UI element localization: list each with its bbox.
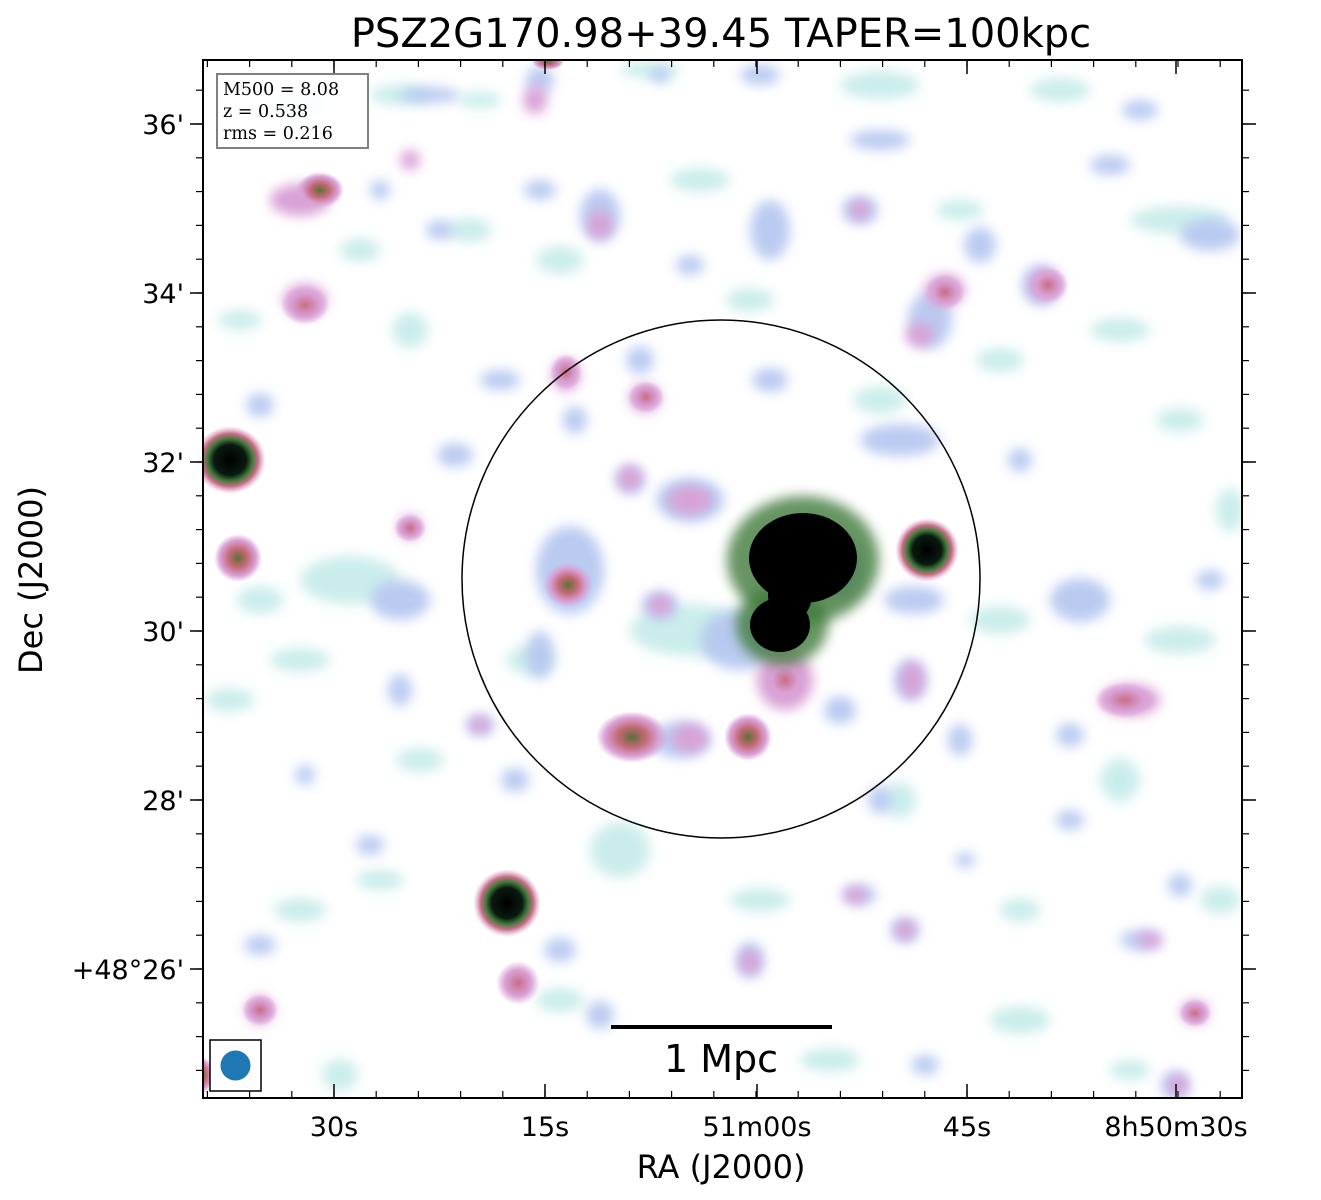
x-tick-label: 30s: [310, 1112, 358, 1143]
x-tick-label: 8h50m30s: [1104, 1112, 1247, 1143]
y-tick-label: +48°26': [72, 955, 184, 986]
scale-bar-label: 1 Mpc: [664, 1037, 778, 1081]
x-tick-labels: 30s 15s 51m00s 45s 8h50m30s: [310, 1112, 1248, 1143]
y-tick-labels: 36' 34' 32' 30' 28' +48°26': [72, 110, 184, 986]
info-redshift: z = 0.538: [223, 102, 308, 122]
info-mass: M500 = 8.08: [223, 80, 339, 100]
y-tick-label: 30': [142, 617, 184, 648]
plot-frame: [202, 59, 1243, 1099]
x-tick-label: 45s: [943, 1112, 991, 1143]
x-axis-label: RA (J2000): [637, 1148, 806, 1186]
radio-emission-map: [203, 60, 1242, 1098]
x-tick-label: 51m00s: [702, 1112, 811, 1143]
y-axis-label: Dec (J2000): [12, 486, 50, 674]
y-tick-label: 32': [142, 448, 184, 479]
r500-circle: [461, 319, 981, 839]
compact-sources: [214, 172, 1211, 1027]
y-tick-label: 34': [142, 279, 184, 310]
plot-title: PSZ2G170.98+39.45 TAPER=100kpc: [351, 11, 1091, 57]
info-rms: rms = 0.216: [223, 124, 333, 144]
beam-ellipse: [220, 1050, 251, 1081]
info-box: M500 = 8.08 z = 0.538 rms = 0.216: [216, 73, 369, 149]
bright-sources: [203, 60, 959, 1093]
x-tick-label: 15s: [521, 1112, 569, 1143]
beam-indicator: [209, 1039, 262, 1092]
y-tick-label: 36': [142, 110, 184, 141]
y-tick-label: 28': [142, 786, 184, 817]
minor-ticks: [196, 60, 1249, 1098]
central-bright-blob: [727, 496, 879, 665]
